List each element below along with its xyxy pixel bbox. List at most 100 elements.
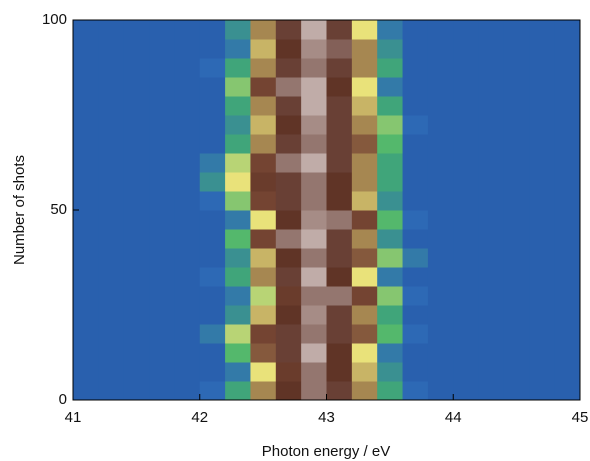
heatmap-cell xyxy=(427,305,454,325)
heatmap-cell xyxy=(98,267,125,287)
heatmap-cell xyxy=(98,134,125,154)
heatmap-cell xyxy=(377,286,404,306)
heatmap-cell xyxy=(301,210,327,230)
heatmap-cell xyxy=(73,248,99,268)
heatmap-cell xyxy=(199,229,226,249)
heatmap-cell xyxy=(275,248,302,268)
heatmap-cell xyxy=(174,305,201,325)
heatmap-cell xyxy=(225,286,251,306)
heatmap-cell xyxy=(402,77,429,97)
heatmap-cell xyxy=(326,210,353,230)
heatmap-cell xyxy=(301,248,327,268)
heatmap-cell xyxy=(554,362,581,382)
heatmap-cell xyxy=(326,20,353,40)
heatmap-cell xyxy=(301,20,327,40)
heatmap-cell xyxy=(250,210,277,230)
x-tick-label: 41 xyxy=(65,409,82,426)
heatmap-cell xyxy=(98,248,125,268)
heatmap-cell xyxy=(326,381,353,401)
heatmap-cell xyxy=(529,191,556,211)
heatmap-cell xyxy=(123,39,150,59)
heatmap-cell xyxy=(478,172,505,192)
heatmap-cell xyxy=(275,58,302,78)
heatmap-cell xyxy=(503,20,530,40)
heatmap-cell xyxy=(174,153,201,173)
heatmap-cell xyxy=(199,324,226,344)
heatmap-cell xyxy=(301,324,327,344)
heatmap-cell xyxy=(199,115,226,135)
heatmap-cell xyxy=(402,210,429,230)
heatmap-cell xyxy=(554,172,581,192)
heatmap-cell xyxy=(377,172,404,192)
heatmap-cell xyxy=(453,20,480,40)
heatmap-cell xyxy=(402,39,429,59)
heatmap-cell xyxy=(149,229,175,249)
heatmap-cell xyxy=(453,77,480,97)
heatmap-cell xyxy=(326,286,353,306)
heatmap-cell xyxy=(73,153,99,173)
heatmap-cell xyxy=(478,305,505,325)
heatmap-cell xyxy=(199,172,226,192)
heatmap-cell xyxy=(402,58,429,78)
heatmap-cell xyxy=(149,77,175,97)
heatmap-cell xyxy=(478,191,505,211)
heatmap-cell xyxy=(123,343,150,363)
heatmap-cell xyxy=(377,153,404,173)
heatmap-cell xyxy=(149,286,175,306)
heatmap-cell xyxy=(503,305,530,325)
heatmap-cell xyxy=(453,305,480,325)
heatmap-cell xyxy=(149,324,175,344)
heatmap-cell xyxy=(351,20,378,40)
y-axis-label: Number of shots xyxy=(11,155,28,265)
heatmap-cell xyxy=(123,362,150,382)
heatmap-cell xyxy=(149,191,175,211)
heatmap-cell xyxy=(275,324,302,344)
heatmap-cell xyxy=(174,58,201,78)
heatmap-cell xyxy=(225,39,251,59)
heatmap-cell xyxy=(478,248,505,268)
heatmap-cell xyxy=(250,343,277,363)
heatmap-cell xyxy=(301,191,327,211)
heatmap-cell xyxy=(453,191,480,211)
heatmap-cell xyxy=(123,153,150,173)
heatmap-cell xyxy=(427,77,454,97)
heatmap-cell xyxy=(427,343,454,363)
heatmap-cell xyxy=(98,115,125,135)
heatmap-cell xyxy=(453,362,480,382)
heatmap-cell xyxy=(427,210,454,230)
heatmap-cell xyxy=(351,77,378,97)
x-axis-label: Photon energy / eV xyxy=(262,443,390,460)
heatmap-cell xyxy=(199,286,226,306)
heatmap-cell xyxy=(529,362,556,382)
heatmap-cell xyxy=(98,305,125,325)
heatmap-cell xyxy=(503,248,530,268)
heatmap-cell xyxy=(427,286,454,306)
heatmap-cell xyxy=(427,39,454,59)
heatmap-cell xyxy=(351,58,378,78)
heatmap-cell xyxy=(250,134,277,154)
heatmap-cell xyxy=(402,362,429,382)
heatmap-cell xyxy=(529,134,556,154)
heatmap-cell xyxy=(275,286,302,306)
heatmap-cell xyxy=(427,362,454,382)
heatmap-cell xyxy=(377,229,404,249)
heatmap-cell xyxy=(98,39,125,59)
heatmap-cell xyxy=(199,20,226,40)
heatmap-cell xyxy=(149,134,175,154)
heatmap-cell xyxy=(199,134,226,154)
y-tick-label: 100 xyxy=(42,11,67,28)
heatmap-cell xyxy=(478,267,505,287)
heatmap-cell xyxy=(377,362,404,382)
heatmap-cell xyxy=(377,267,404,287)
heatmap-cell xyxy=(529,305,556,325)
heatmap-cell xyxy=(402,134,429,154)
heatmap-cell xyxy=(174,267,201,287)
heatmap-cell xyxy=(73,77,99,97)
heatmap-cell xyxy=(98,324,125,344)
heatmap-cell xyxy=(326,39,353,59)
heatmap-cell xyxy=(149,305,175,325)
heatmap-cell xyxy=(250,39,277,59)
heatmap-cell xyxy=(73,172,99,192)
heatmap-cell xyxy=(73,58,99,78)
